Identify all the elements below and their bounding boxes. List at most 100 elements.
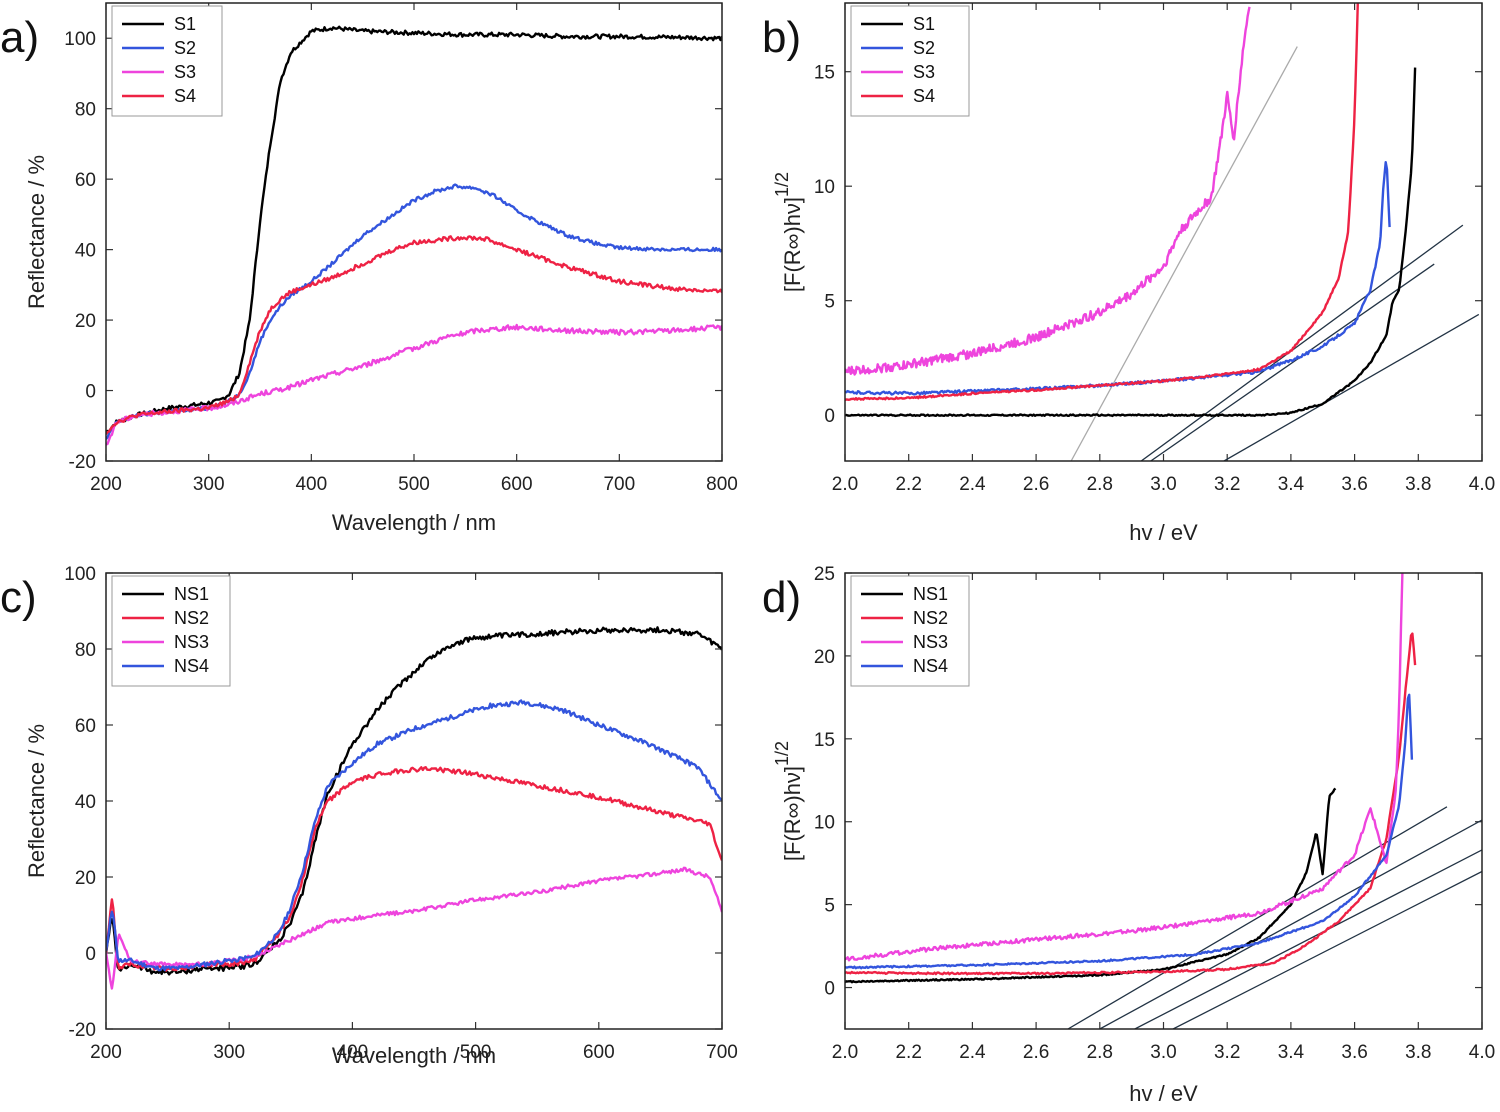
legend-label: S3	[913, 62, 935, 82]
y-tick-label: 5	[824, 896, 835, 917]
y-axis-label: Reflectance / %	[24, 724, 49, 878]
x-tick-label: 700	[706, 1042, 738, 1063]
y-tick-label: 0	[85, 382, 96, 403]
plot-frame	[105, 2, 723, 462]
plot-area	[845, 3, 1480, 461]
y-tick-label: 60	[75, 716, 96, 737]
y-tick-label: 25	[814, 564, 835, 585]
x-tick-label: 700	[603, 474, 635, 495]
x-tick-label: 3.8	[1405, 1042, 1431, 1063]
x-tick-label: 4.0	[1469, 474, 1495, 495]
series-line-NS2	[845, 632, 1417, 976]
x-tick-label: 400	[337, 1042, 369, 1063]
fit-line	[1134, 849, 1482, 1029]
x-tick-label: 2.2	[895, 1042, 921, 1063]
series-line-S3	[106, 323, 722, 446]
series-line-S4	[845, 3, 1359, 402]
series-line-NS1	[106, 626, 722, 976]
fit-line	[1099, 819, 1482, 1029]
fit-line	[1150, 263, 1435, 461]
x-tick-label: 2.8	[1087, 1042, 1113, 1063]
x-tick-label: 800	[706, 474, 738, 495]
y-tick-label: 0	[85, 944, 96, 965]
x-tick-label: 3.6	[1341, 474, 1367, 495]
y-tick-label: 15	[814, 63, 835, 84]
y-tick-label: 80	[75, 100, 96, 121]
y-tick-label: 80	[75, 640, 96, 661]
x-tick-label: 2.8	[1087, 474, 1113, 495]
y-tick-label: 100	[64, 29, 96, 50]
y-tick-label: 100	[64, 564, 96, 585]
x-tick-label: 500	[460, 1042, 492, 1063]
x-tick-label: 400	[295, 474, 327, 495]
legend-label: NS3	[174, 632, 209, 652]
x-tick-label: 2.4	[959, 474, 986, 495]
panel-label: a)	[0, 13, 39, 62]
y-tick-label: -20	[69, 1020, 96, 1041]
legend-box	[111, 5, 223, 117]
x-axis-label: Wavelength / nm	[332, 1043, 496, 1068]
series-line-S1	[106, 25, 722, 434]
series-line-NS3	[845, 573, 1404, 962]
plot-area	[106, 25, 722, 446]
fit-line	[1140, 224, 1464, 461]
series-line-NS2	[106, 766, 722, 972]
y-axis-label-superscript: 1/2	[772, 172, 792, 197]
x-axis-label: hv / eV	[1129, 520, 1198, 545]
legend-label: NS2	[174, 608, 209, 628]
legend-label: NS3	[913, 632, 948, 652]
y-tick-label: 20	[75, 311, 96, 332]
x-tick-label: 300	[213, 1042, 245, 1063]
x-tick-label: 200	[90, 1042, 122, 1063]
y-tick-label: 10	[814, 813, 835, 834]
x-tick-label: 3.0	[1150, 474, 1176, 495]
legend-box	[850, 575, 970, 687]
x-tick-label: 200	[90, 474, 122, 495]
x-tick-label: 3.6	[1341, 1042, 1367, 1063]
plot-frame	[105, 572, 723, 1030]
plot-area	[106, 626, 722, 990]
legend-label: S2	[913, 38, 935, 58]
x-tick-label: 3.0	[1150, 1042, 1176, 1063]
x-tick-label: 2.2	[895, 474, 921, 495]
y-tick-label: 40	[75, 241, 96, 262]
x-tick-label: 2.6	[1023, 474, 1049, 495]
legend-label: S4	[174, 86, 196, 106]
y-tick-label: -20	[69, 452, 96, 473]
panel-label: d)	[762, 573, 801, 622]
y-axis-label: [F(R∞)hν]1/2	[772, 741, 805, 861]
x-tick-label: 600	[583, 1042, 615, 1063]
y-tick-label: 0	[824, 406, 835, 427]
series-line-S3	[845, 6, 1251, 376]
x-tick-label: 3.4	[1278, 1042, 1305, 1063]
series-line-S2	[106, 183, 722, 440]
legend-label: NS4	[174, 656, 209, 676]
x-tick-label: 3.8	[1405, 474, 1431, 495]
legend-label: NS1	[913, 584, 948, 604]
legend-label: S3	[174, 62, 196, 82]
legend-box	[850, 5, 970, 117]
legend-label: S1	[913, 14, 935, 34]
series-line-NS4	[106, 699, 722, 972]
panel-label: b)	[762, 13, 801, 62]
y-axis-label-superscript: 1/2	[772, 741, 792, 766]
y-tick-label: 5	[824, 292, 835, 313]
y-axis-label: [F(R∞)hν]1/2	[772, 172, 805, 292]
legend-label: NS2	[913, 608, 948, 628]
panel-c: 200 300 400 500 600 700 -20 0 20 40 60 80 100 NS1 NS2 N…	[0, 564, 738, 1068]
fit-line	[1172, 870, 1482, 1029]
series-line-NS1	[845, 787, 1337, 984]
series-line-S4	[106, 235, 722, 435]
plot-frame	[844, 572, 1483, 1030]
plot-frame	[844, 2, 1483, 462]
fit-line	[1070, 46, 1298, 461]
x-tick-label: 300	[193, 474, 225, 495]
x-tick-label: 2.0	[832, 474, 858, 495]
legend-label: S1	[174, 14, 196, 34]
x-tick-label: 2.4	[959, 1042, 986, 1063]
y-axis-label: Reflectance / %	[24, 155, 49, 309]
panel-b: 2.0 2.2 2.4 2.6 2.8 3.0 3.2 3.4 3.6 3.8 4.0 0 5 10 15 S…	[762, 2, 1495, 545]
panel-a: 200 300 400 500 600 700 800 -20 0 20 40 60 80 100 S1 S2…	[0, 2, 738, 535]
legend-label: NS1	[174, 584, 209, 604]
